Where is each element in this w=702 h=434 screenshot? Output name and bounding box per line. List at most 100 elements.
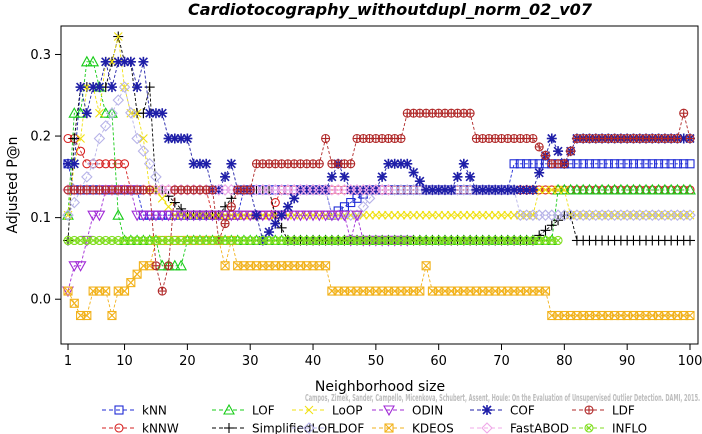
point-knn-87 — [610, 159, 620, 169]
point-ldf-29 — [245, 185, 255, 195]
point-inflo-20 — [190, 237, 197, 244]
point-inflo-12 — [138, 235, 148, 246]
point-inflo-59 — [435, 237, 442, 244]
point-loop-70 — [503, 210, 513, 220]
point-lof-99 — [684, 183, 696, 195]
point-cof-54 — [402, 158, 413, 169]
point-lof-7 — [106, 107, 118, 118]
point-lof-18 — [175, 259, 188, 271]
point-inflo-21 — [195, 235, 205, 246]
point-ldf-53 — [396, 133, 406, 144]
point-simplifiedlof-17 — [169, 197, 180, 208]
legend-label-lof: LOF — [252, 404, 275, 418]
point-lof-93 — [646, 183, 659, 195]
point-knnw-33 — [270, 197, 280, 208]
point-loop-61 — [446, 210, 456, 220]
point-cof-56 — [414, 176, 425, 187]
point-knnw-7 — [107, 159, 117, 169]
point-cof-75 — [534, 167, 545, 178]
point-ldf-26 — [226, 202, 236, 212]
point-inflo-44 — [341, 237, 348, 244]
point-ldof-48 — [363, 192, 376, 205]
point-inflo-66 — [478, 235, 488, 246]
point-kdeos-2 — [76, 310, 86, 321]
point-inflo-3 — [82, 235, 92, 246]
point-inflo-51 — [383, 235, 393, 246]
point-knn-96 — [666, 159, 676, 169]
series-inflo — [63, 235, 563, 246]
point-loop-59 — [434, 210, 444, 220]
point-loop-60 — [440, 210, 450, 220]
point-inflo-20 — [189, 235, 199, 246]
point-knn-74 — [528, 159, 538, 169]
point-lof-1 — [68, 107, 81, 118]
point-kdeos-3 — [82, 310, 92, 321]
point-inflo-17 — [170, 235, 180, 246]
point-kdeos-39 — [308, 261, 318, 271]
point-inflo-16 — [163, 235, 174, 246]
point-inflo-39 — [308, 235, 318, 246]
point-odin-2 — [74, 261, 87, 272]
point-odin-25 — [219, 210, 232, 222]
point-cof-33 — [270, 218, 281, 229]
point-cof-12 — [138, 56, 149, 67]
point-inflo-13 — [145, 235, 155, 246]
point-odin-38 — [300, 210, 313, 222]
legend-label-ldof: LDOF — [332, 422, 364, 434]
point-knn-91 — [635, 159, 645, 169]
legend-marker-inflo — [584, 423, 594, 433]
point-lof-98 — [677, 183, 690, 195]
legend-marker-ldof — [303, 422, 315, 434]
point-kdeos-3 — [82, 310, 92, 321]
point-knn-92 — [641, 159, 651, 169]
point-kdeos-25 — [220, 261, 230, 271]
point-loop-58 — [428, 210, 437, 220]
y-tick-label-0: 0.0 — [30, 293, 51, 308]
legend-marker-kdeos — [384, 423, 394, 433]
point-inflo-68 — [492, 237, 499, 244]
point-lof-93 — [646, 183, 659, 195]
point-inflo-57 — [422, 237, 430, 244]
point-inflo-53 — [397, 237, 405, 244]
point-odin-42 — [325, 210, 338, 222]
point-ldf-13 — [145, 185, 155, 195]
point-kdeos-76 — [541, 286, 550, 296]
point-inflo-67 — [485, 237, 493, 244]
point-inflo-48 — [366, 237, 373, 244]
point-inflo-47 — [358, 235, 368, 246]
point-kdeos-9 — [120, 286, 129, 296]
point-knn-73 — [522, 159, 532, 169]
point-inflo-56 — [415, 235, 425, 246]
point-inflo-61 — [446, 235, 456, 246]
point-inflo-54 — [402, 235, 412, 246]
point-cof-42 — [326, 171, 337, 182]
point-loop-39 — [308, 210, 318, 220]
point-kdeos-99 — [685, 311, 695, 320]
point-kdeos-27 — [233, 261, 243, 271]
legend-item-odin: ODIN — [372, 404, 443, 418]
y-axis: 0.0 0.1 0.2 0.3 — [30, 48, 61, 308]
point-inflo-13 — [146, 237, 153, 244]
point-loop-15 — [157, 193, 167, 203]
point-ldf-74 — [528, 133, 538, 144]
point-kdeos-67 — [484, 286, 494, 296]
point-inflo-56 — [416, 237, 424, 244]
point-inflo-74 — [529, 237, 537, 244]
point-odin-18 — [175, 210, 188, 222]
point-inflo-38 — [302, 235, 312, 246]
legend-marker-ldof — [303, 422, 315, 434]
point-inflo-73 — [523, 237, 530, 244]
point-inflo-42 — [327, 235, 337, 246]
point-lof-82 — [577, 183, 590, 195]
point-knn-83 — [584, 159, 595, 169]
point-ldof-11 — [131, 132, 143, 145]
point-ldof-4 — [87, 158, 99, 170]
point-loop-32 — [264, 210, 274, 220]
point-ldof-10 — [125, 107, 137, 119]
point-inflo-72 — [515, 235, 525, 246]
point-inflo-40 — [314, 235, 324, 246]
point-inflo-43 — [334, 237, 342, 244]
point-loop-79 — [559, 185, 569, 195]
point-inflo-15 — [157, 235, 167, 246]
point-odin-15 — [156, 210, 169, 222]
